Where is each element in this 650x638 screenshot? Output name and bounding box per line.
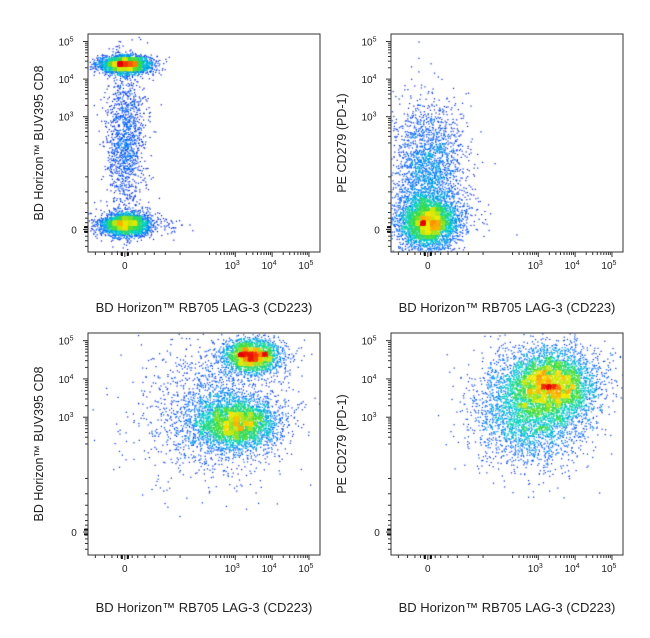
x-tick-label: 104 [565, 260, 580, 272]
y-ticks-bottom-left: 0 103 104 105 [58, 336, 88, 550]
x-ticks-top-right: 0 103 104 105 [397, 252, 617, 272]
plot-density-top-right [391, 34, 623, 252]
x-axis-label-bottom-right: BD Horizon™ RB705 LAG-3 (CD223) [399, 600, 616, 615]
x-tick-label: 104 [565, 563, 580, 575]
y-axis-label-top-right: PE CD279 (PD-1) [335, 93, 349, 192]
x-tick-label: 103 [528, 260, 543, 272]
y-zero-tick-block [387, 226, 391, 229]
y-tick-label: 105 [58, 336, 73, 348]
x-axis-label-top-left: BD Horizon™ RB705 LAG-3 (CD223) [96, 300, 313, 315]
x-axis-label-top-right: BD Horizon™ RB705 LAG-3 (CD223) [399, 300, 616, 315]
y-zero-tick-block [84, 528, 88, 531]
x-zero-tick-block [423, 252, 426, 256]
x-zero-tick-block [120, 555, 123, 559]
x-ticks-top-left: 0 103 104 105 [94, 252, 314, 272]
y-ticks-top-right: 0 103 104 105 [361, 37, 391, 247]
y-ticks-bottom-right: 0 103 104 105 [361, 336, 391, 550]
y-tick-label: 103 [58, 412, 73, 424]
y-ticks-top-left: 0 103 104 105 [58, 37, 88, 247]
plot-density-bottom-left [88, 333, 320, 555]
x-tick-label: 104 [262, 260, 277, 272]
y-tick-label: 103 [361, 412, 376, 424]
y-tick-label: 105 [361, 37, 376, 49]
x-tick-label: 105 [298, 260, 313, 272]
y-axis-label-top-left: BD Horizon™ BUV395 CD8 [32, 65, 46, 220]
y-tick-label: 105 [361, 336, 376, 348]
y-tick-label: 103 [361, 112, 376, 124]
plot-density-bottom-right [391, 333, 623, 555]
y-tick-label: 104 [58, 374, 73, 386]
x-tick-label: 105 [601, 260, 616, 272]
y-zero-tick-block [387, 230, 391, 233]
y-tick-label: 0 [374, 528, 380, 539]
x-ticks-bottom-left: 0 103 104 105 [94, 555, 314, 575]
y-axis-label-bottom-left: BD Horizon™ BUV395 CD8 [32, 366, 46, 521]
y-zero-tick-block [387, 528, 391, 531]
x-tick-label: 105 [601, 563, 616, 575]
y-tick-label: 105 [58, 37, 73, 49]
x-tick-label: 104 [262, 563, 277, 575]
y-zero-tick-block [84, 226, 88, 229]
y-tick-label: 0 [71, 528, 77, 539]
x-tick-label: 103 [225, 260, 240, 272]
plot-density-top-left [88, 34, 320, 252]
x-zero-tick-block [423, 555, 426, 559]
y-tick-label: 104 [361, 74, 376, 86]
x-tick-label: 0 [425, 261, 431, 272]
x-zero-tick-block [120, 252, 123, 256]
x-zero-tick-block [126, 252, 129, 256]
x-tick-label: 0 [122, 564, 128, 575]
y-zero-tick-block [84, 533, 88, 536]
y-axis-label-bottom-right: PE CD279 (PD-1) [335, 394, 349, 493]
x-tick-label: 103 [225, 563, 240, 575]
x-tick-label: 0 [122, 261, 128, 272]
x-tick-label: 0 [425, 564, 431, 575]
x-zero-tick-block [126, 555, 129, 559]
x-axis-label-bottom-left: BD Horizon™ RB705 LAG-3 (CD223) [96, 600, 313, 615]
y-zero-tick-block [387, 533, 391, 536]
y-tick-label: 104 [58, 74, 73, 86]
panel-bottom-left: 0 103 104 105 0 103 104 105 BD Horizon™ RB705 … [32, 332, 321, 615]
x-ticks-bottom-right: 0 103 104 105 [397, 555, 617, 575]
x-tick-label: 105 [298, 563, 313, 575]
x-tick-label: 103 [528, 563, 543, 575]
y-tick-label: 103 [58, 112, 73, 124]
x-zero-tick-block [429, 555, 432, 559]
panel-top-left: 0 103 104 105 0 103 104 105 BD Horizon™ RB705 … [32, 33, 321, 315]
y-tick-label: 104 [361, 374, 376, 386]
y-zero-tick-block [84, 230, 88, 233]
panel-bottom-right: 0 103 104 105 0 103 104 105 BD Horizon™ RB705 … [335, 332, 624, 615]
panel-top-right: 0 103 104 105 0 103 104 105 BD Horizon™ RB705 … [335, 33, 624, 315]
y-tick-label: 0 [71, 225, 77, 236]
x-zero-tick-block [429, 252, 432, 256]
y-tick-label: 0 [374, 225, 380, 236]
